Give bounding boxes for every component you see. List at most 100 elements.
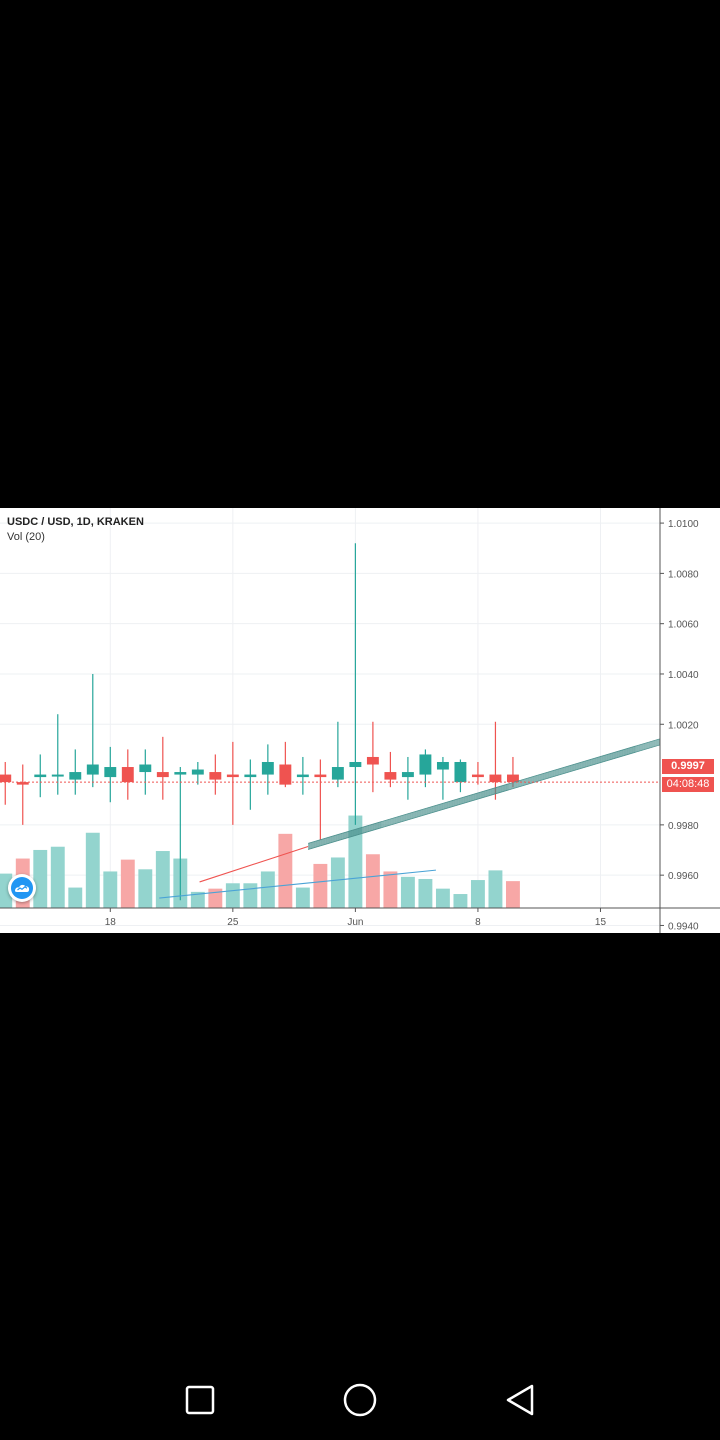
candle xyxy=(244,759,257,810)
price-tick-label: 0.9960 xyxy=(668,871,699,882)
candle-body xyxy=(401,772,414,778)
trend-line xyxy=(199,845,309,883)
volume-bar xyxy=(155,851,170,908)
trend-line xyxy=(159,869,436,899)
candle-body xyxy=(34,774,47,778)
candle-body xyxy=(471,774,484,778)
volume-bar xyxy=(278,833,293,908)
volume-bar xyxy=(453,894,468,908)
candle-body xyxy=(454,761,467,783)
volume-bar xyxy=(418,878,433,908)
candle-body xyxy=(296,774,309,778)
candle xyxy=(331,721,344,788)
candle xyxy=(314,759,327,840)
candle xyxy=(384,751,397,788)
android-navigation-bar xyxy=(0,1360,720,1440)
candle xyxy=(436,756,449,800)
candle xyxy=(279,741,292,788)
candle-body xyxy=(139,764,152,773)
candle xyxy=(34,754,47,798)
volume-bar xyxy=(260,871,275,908)
volume-bar xyxy=(400,876,415,908)
symbol-title[interactable]: USDC / USD, 1D, KRAKEN xyxy=(7,516,144,528)
candle-body xyxy=(349,761,362,768)
candle-body xyxy=(419,754,432,775)
trend-channel-line xyxy=(307,739,661,845)
tradingview-cloud-icon[interactable] xyxy=(8,874,36,902)
trend-channel-line xyxy=(307,738,661,844)
volume-bar xyxy=(68,887,83,908)
circle-icon xyxy=(343,1383,377,1417)
volume-bar xyxy=(470,880,485,908)
candle xyxy=(471,761,484,785)
price-tick-label: 0.9940 xyxy=(668,921,699,932)
tradingview-logo-graphic xyxy=(11,877,33,899)
candle-body xyxy=(436,761,449,770)
candle-body xyxy=(51,774,64,777)
volume-bar xyxy=(383,871,398,908)
candle xyxy=(209,754,222,795)
price-tick-label: 1.0100 xyxy=(668,519,699,530)
price-tick-label: 1.0080 xyxy=(668,569,699,580)
candle-body xyxy=(104,767,117,778)
price-tick-label: 1.0020 xyxy=(668,720,699,731)
volume-bar xyxy=(190,891,205,908)
candle xyxy=(139,749,152,795)
candle xyxy=(16,764,29,825)
candle xyxy=(156,736,169,800)
trend-channel xyxy=(307,738,661,850)
candle xyxy=(261,744,274,795)
candle xyxy=(296,756,309,795)
volume-bar xyxy=(488,870,503,908)
back-button[interactable] xyxy=(500,1380,540,1420)
last-price-badge: 0.9997 xyxy=(662,759,714,774)
candle xyxy=(226,741,239,825)
time-tick-label: 25 xyxy=(227,917,239,928)
candle xyxy=(121,749,134,800)
candle xyxy=(454,759,467,793)
time-tick-label: 8 xyxy=(475,917,481,928)
trend-channel-line xyxy=(307,740,661,846)
candle xyxy=(366,721,379,793)
volume-bar xyxy=(365,854,380,908)
candle xyxy=(419,749,432,788)
volume-bar xyxy=(313,863,328,908)
candle-body xyxy=(279,764,292,785)
candle xyxy=(86,673,99,788)
chart-legend: USDC / USD, 1D, KRAKEN Vol (20) xyxy=(7,515,144,545)
volume-bar xyxy=(50,846,65,908)
square-icon xyxy=(185,1385,215,1415)
candle-body xyxy=(209,772,222,780)
triangle-back-icon xyxy=(506,1384,534,1416)
candle xyxy=(69,749,82,795)
candle xyxy=(349,543,362,825)
volume-indicator-label[interactable]: Vol (20) xyxy=(7,531,45,543)
time-tick-label: 18 xyxy=(105,917,117,928)
candle-body xyxy=(489,774,502,783)
price-tick-label: 0.9980 xyxy=(668,821,699,832)
candle xyxy=(0,761,12,805)
recent-apps-button[interactable] xyxy=(180,1380,220,1420)
candle-body xyxy=(261,761,274,775)
volume-bar xyxy=(138,869,153,908)
chart-panel[interactable]: 1.0100 1.0080 1.0060 1.0040 1.0020 0.9980 0.99… xyxy=(0,508,720,933)
trend-channel-line xyxy=(307,744,661,850)
candle xyxy=(174,767,187,901)
volume-bar xyxy=(208,888,223,908)
candle-body xyxy=(244,774,257,778)
volume-bar xyxy=(295,887,310,908)
candle-body xyxy=(506,774,519,783)
time-tick-label: Jun xyxy=(347,917,363,928)
candle xyxy=(104,746,117,803)
candle xyxy=(401,756,414,800)
volume-bar xyxy=(348,815,363,908)
candle xyxy=(51,714,64,795)
candle-body xyxy=(191,769,204,775)
volume-bar xyxy=(330,857,345,908)
volume-bar xyxy=(505,881,520,908)
volume-bar xyxy=(85,832,100,908)
home-button[interactable] xyxy=(340,1380,380,1420)
candle-body xyxy=(226,774,239,778)
volume-bar xyxy=(435,888,450,908)
chart-canvas[interactable]: 1.0100 1.0080 1.0060 1.0040 1.0020 0.9980 0.99… xyxy=(0,508,720,933)
